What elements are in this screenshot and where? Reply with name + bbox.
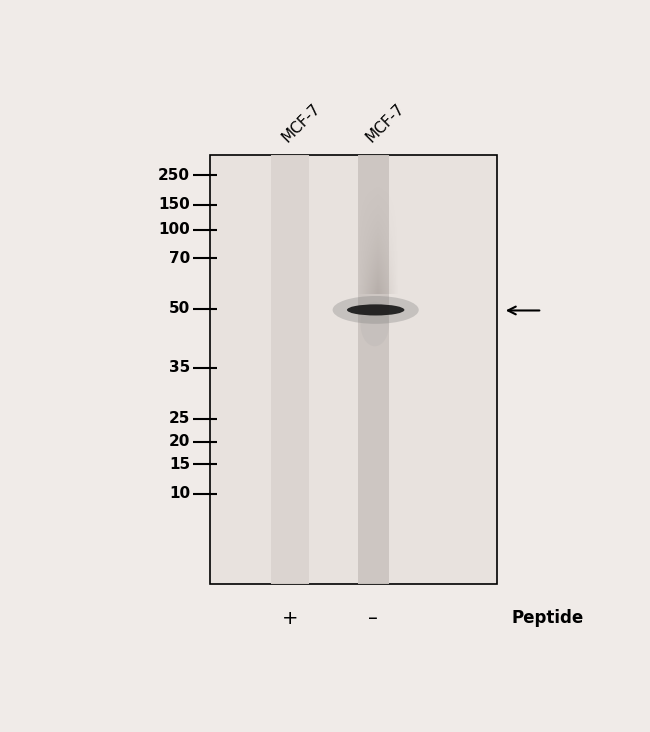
Text: +: + [282,609,298,628]
Bar [272,155,309,584]
Ellipse shape [347,305,404,315]
Text: 150: 150 [159,197,190,212]
Ellipse shape [361,302,389,346]
Text: 35: 35 [169,360,190,376]
Text: 20: 20 [169,434,190,449]
Bar [358,155,389,584]
Text: Peptide: Peptide [512,609,584,627]
Ellipse shape [333,296,419,324]
Bar [210,155,497,584]
Text: –: – [369,609,378,628]
Text: 15: 15 [169,457,190,472]
Text: 100: 100 [159,223,190,237]
Text: 10: 10 [169,486,190,501]
Text: 50: 50 [169,302,190,316]
Text: 250: 250 [158,168,190,183]
Text: MCF-7: MCF-7 [363,101,407,146]
Text: 70: 70 [169,250,190,266]
Text: MCF-7: MCF-7 [280,101,324,146]
Text: 25: 25 [169,411,190,426]
